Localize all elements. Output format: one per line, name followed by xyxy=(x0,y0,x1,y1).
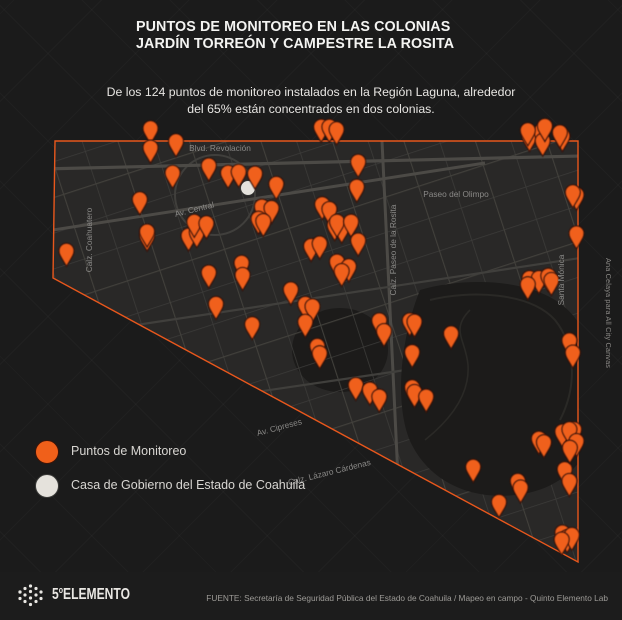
svg-text:Calz. Coahuatero: Calz. Coahuatero xyxy=(84,207,94,272)
svg-text:Calz. Paseo de la Rosita: Calz. Paseo de la Rosita xyxy=(388,204,398,295)
svg-text:Blvd. Revolación: Blvd. Revolación xyxy=(189,143,251,153)
svg-text:Santa Mónica: Santa Mónica xyxy=(556,254,566,305)
svg-text:Av. Cipreses: Av. Cipreses xyxy=(256,416,303,438)
svg-text:Paseo del Olimpo: Paseo del Olimpo xyxy=(423,189,489,199)
